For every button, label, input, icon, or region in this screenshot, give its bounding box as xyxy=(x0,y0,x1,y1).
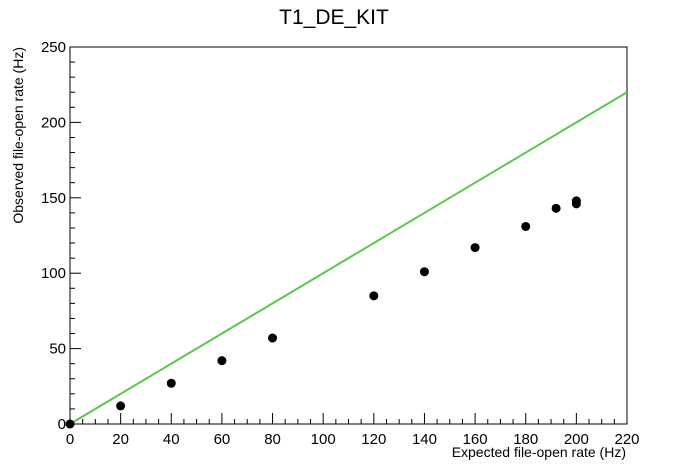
x-tick-label: 20 xyxy=(112,431,129,448)
reference-line xyxy=(69,91,628,425)
y-tick-label: 250 xyxy=(41,39,66,56)
data-point xyxy=(65,419,75,429)
data-point xyxy=(116,401,126,411)
data-point xyxy=(268,333,278,343)
x-axis-title: Expected file-open rate (Hz) xyxy=(452,444,626,460)
x-tick-label: 60 xyxy=(214,431,231,448)
x-tick-label: 40 xyxy=(163,431,180,448)
x-tick-label: 100 xyxy=(311,431,336,448)
y-axis: 0 50 100 150 200 250 xyxy=(41,39,81,433)
data-point xyxy=(571,196,581,206)
y-axis-title: Observed file-open rate (Hz) xyxy=(10,47,26,224)
data-point xyxy=(369,291,379,301)
data-point xyxy=(521,221,531,231)
data-point xyxy=(551,203,561,213)
y-tick-label: 150 xyxy=(41,190,66,207)
x-tick-label: 0 xyxy=(66,431,74,448)
x-axis: 0 20 40 60 80 100 120 140 160 180 200 220 xyxy=(66,413,640,448)
y-tick-label: 50 xyxy=(49,341,66,358)
x-tick-label: 140 xyxy=(412,431,437,448)
data-point xyxy=(419,267,429,277)
chart-title: T1_DE_KIT xyxy=(279,6,389,29)
y-tick-label: 200 xyxy=(41,114,66,131)
data-point xyxy=(470,243,480,253)
y-tick-label: 0 xyxy=(58,416,66,433)
data-point xyxy=(217,356,227,366)
x-tick-label: 160 xyxy=(463,431,488,448)
data-point xyxy=(166,378,176,388)
x-tick-label: 220 xyxy=(614,431,639,448)
y-tick-label: 100 xyxy=(41,265,66,282)
plot-frame xyxy=(69,46,628,425)
x-tick-label: 80 xyxy=(264,431,281,448)
x-tick-label: 180 xyxy=(513,431,538,448)
x-tick-label: 120 xyxy=(361,431,386,448)
x-tick-label: 200 xyxy=(564,431,589,448)
series-layer xyxy=(65,91,628,429)
